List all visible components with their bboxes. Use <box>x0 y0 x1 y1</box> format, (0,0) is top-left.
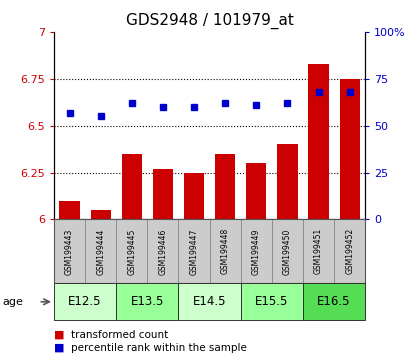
Text: GSM199448: GSM199448 <box>221 228 229 274</box>
Bar <box>277 144 298 219</box>
Text: ■: ■ <box>54 343 64 353</box>
Bar <box>334 219 365 283</box>
Bar <box>308 64 329 219</box>
Text: E13.5: E13.5 <box>131 295 164 308</box>
Bar <box>147 219 178 283</box>
Bar <box>210 219 241 283</box>
Text: transformed count: transformed count <box>71 330 168 339</box>
Text: GSM199447: GSM199447 <box>190 228 198 275</box>
Text: ■: ■ <box>54 330 64 339</box>
Text: percentile rank within the sample: percentile rank within the sample <box>71 343 247 353</box>
Text: E16.5: E16.5 <box>317 295 351 308</box>
Bar <box>184 173 204 219</box>
Bar <box>303 219 334 283</box>
Text: GSM199452: GSM199452 <box>345 228 354 274</box>
Text: GSM199449: GSM199449 <box>252 228 261 275</box>
Bar <box>241 219 272 283</box>
Bar <box>178 283 241 320</box>
Bar <box>116 283 178 320</box>
Bar <box>272 219 303 283</box>
Text: GSM199451: GSM199451 <box>314 228 323 274</box>
Title: GDS2948 / 101979_at: GDS2948 / 101979_at <box>126 13 293 29</box>
Text: E12.5: E12.5 <box>68 295 102 308</box>
Text: E15.5: E15.5 <box>255 295 288 308</box>
Text: E14.5: E14.5 <box>193 295 226 308</box>
Bar <box>116 219 147 283</box>
Text: GSM199450: GSM199450 <box>283 228 292 275</box>
Bar <box>54 283 116 320</box>
Bar <box>59 201 80 219</box>
Bar <box>246 163 266 219</box>
Bar <box>339 79 360 219</box>
Bar <box>90 210 111 219</box>
Text: GSM199445: GSM199445 <box>127 228 136 275</box>
Text: GSM199443: GSM199443 <box>65 228 74 275</box>
Bar <box>54 219 85 283</box>
Bar <box>153 169 173 219</box>
Bar <box>122 154 142 219</box>
Bar <box>241 283 303 320</box>
Bar <box>215 154 235 219</box>
Bar <box>85 219 116 283</box>
Text: GSM199444: GSM199444 <box>96 228 105 275</box>
Bar <box>178 219 210 283</box>
Text: age: age <box>2 297 23 307</box>
Text: GSM199446: GSM199446 <box>159 228 167 275</box>
Bar <box>303 283 365 320</box>
